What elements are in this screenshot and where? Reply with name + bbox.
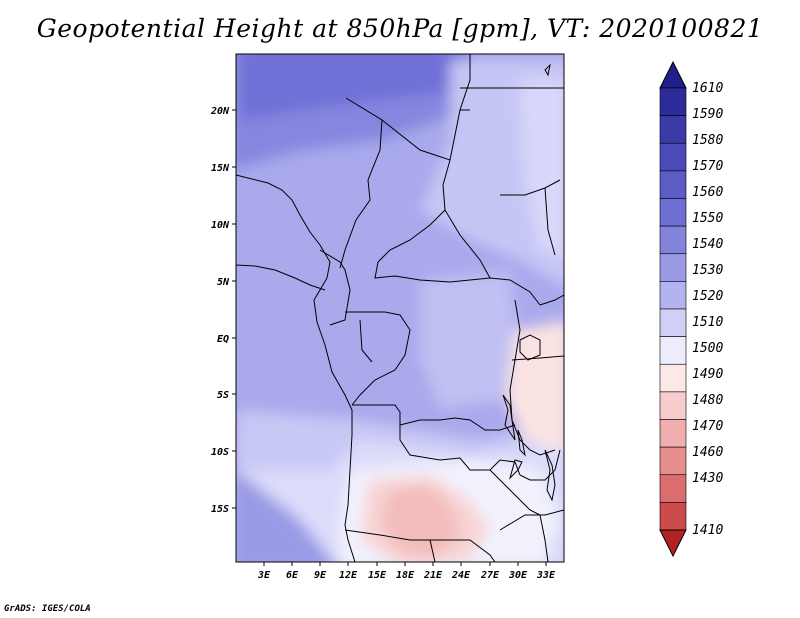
height-field (236, 54, 564, 562)
colorbar-band (659, 253, 687, 282)
colorbar-band (659, 419, 687, 448)
colorbar-band (659, 170, 687, 199)
lat-label: 10S (211, 447, 229, 458)
colorbar-label: 1510 (692, 315, 723, 330)
colorbar-label: 1480 (692, 393, 723, 408)
chart-title: Geopotential Height at 850hPa [gpm], VT:… (36, 14, 764, 43)
colorbar-label: 1410 (692, 523, 723, 538)
colorbar-label: 1540 (692, 237, 723, 252)
lon-tick: 33E (536, 562, 556, 581)
colorbar-label: 1550 (692, 211, 723, 226)
lon-label: 3E (257, 570, 271, 581)
colorbar-label: 1430 (692, 471, 723, 486)
lon-tick: 27E (480, 562, 500, 581)
colorbar-band (659, 363, 687, 393)
lat-tick: 10S (211, 447, 236, 458)
lat-label: EQ (217, 334, 229, 345)
lat-tick: 5S (217, 390, 236, 401)
colorbar-label: 1590 (692, 107, 723, 122)
colorbar-band (659, 225, 687, 255)
colorbar-band (659, 142, 687, 172)
colorbar-label: 1520 (692, 289, 723, 304)
lat-tick: 20N (210, 106, 236, 117)
colorbar-labels: 1610 1590 1580 1570 1560 1550 1540 1530 … (692, 81, 723, 538)
colorbar-label: 1560 (692, 185, 723, 200)
colorbar-top-arrow (659, 60, 687, 89)
lon-label: 24E (451, 570, 471, 581)
colorbar-label: 1580 (692, 133, 723, 148)
colorbar-label: 1460 (692, 445, 723, 460)
colorbar-bottom-arrow (659, 529, 687, 558)
colorbar-band (659, 308, 687, 337)
colorbar-label: 1490 (692, 367, 723, 382)
lat-tick: 15N (211, 163, 236, 174)
lat-tick: EQ (217, 334, 236, 345)
lat-label: 10N (211, 220, 230, 231)
colorbar-label: 1530 (692, 263, 723, 278)
lat-label: 15N (211, 163, 230, 174)
colorbar-band (659, 502, 687, 531)
colorbar-label: 1470 (692, 419, 723, 434)
colorbar-band (659, 336, 687, 365)
lat-tick: 15S (211, 504, 236, 515)
lon-tick: 15E (368, 562, 387, 581)
lon-label: 33E (536, 570, 556, 581)
lon-label: 27E (480, 570, 500, 581)
map-frame (235, 53, 565, 563)
lon-label: 18E (396, 570, 415, 581)
lon-label: 6E (286, 570, 299, 581)
lat-label: 15S (211, 504, 229, 515)
colorbar-band (659, 281, 687, 310)
colorbar: 1610 1590 1580 1570 1560 1550 1540 1530 … (659, 60, 723, 558)
lon-tick: 9E (314, 562, 327, 581)
colorbar-band (659, 391, 687, 420)
lon-label: 9E (314, 570, 327, 581)
lat-label: 5N (217, 277, 230, 288)
colorbar-label: 1610 (692, 81, 723, 96)
colorbar-band (659, 87, 687, 116)
lon-label: 21E (423, 570, 443, 581)
lat-tick: 5N (217, 277, 236, 288)
latitude-axis: 20N 15N 10N 5N EQ 5S 10S 15S (210, 106, 236, 515)
colorbar-band (659, 115, 687, 144)
colorbar-bands (659, 87, 687, 531)
colorbar-band (659, 198, 687, 227)
colorbar-band (659, 474, 687, 503)
longitude-axis: 3E 6E 9E 12E 15E 18E 21E 24E 27E 30E 33E (257, 562, 556, 581)
lon-label: 15E (368, 570, 387, 581)
credit-label: GrADS: IGES/COLA (4, 604, 91, 614)
lon-tick: 21E (423, 562, 443, 581)
lon-tick: 12E (339, 562, 358, 581)
lon-tick: 30E (508, 562, 528, 581)
colorbar-label: 1500 (692, 341, 723, 356)
lon-label: 30E (508, 570, 528, 581)
lat-label: 5S (217, 390, 229, 401)
lon-tick: 3E (257, 562, 271, 581)
colorbar-label: 1570 (692, 159, 723, 174)
lon-label: 12E (339, 570, 358, 581)
lon-tick: 6E (286, 562, 299, 581)
lat-tick: 10N (211, 220, 236, 231)
lon-tick: 18E (396, 562, 415, 581)
lat-label: 20N (210, 106, 230, 117)
colorbar-band (659, 446, 687, 476)
map-borders (236, 54, 564, 562)
lon-tick: 24E (451, 562, 471, 581)
